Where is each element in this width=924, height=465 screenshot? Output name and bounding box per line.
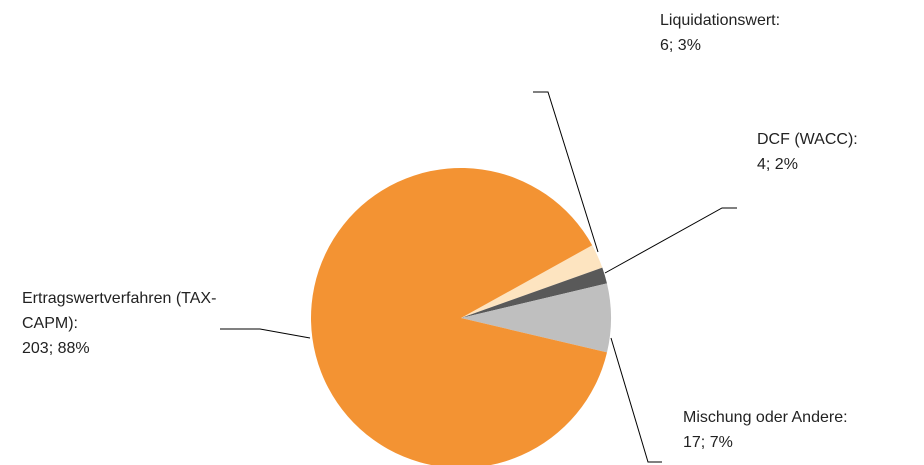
value-label: 17; 7%: [683, 434, 733, 451]
category-label: Ertragswertverfahren (TAX-CAPM):: [22, 290, 217, 332]
value-label: 6; 3%: [660, 37, 701, 54]
leader-line: [220, 328, 311, 339]
pie-slice: [461, 267, 607, 318]
data-label: Mischung oder Andere: 17; 7%: [683, 405, 848, 455]
leader-line: [533, 91, 599, 253]
pie-slice: [311, 168, 607, 465]
leader-line: [604, 207, 737, 274]
pie-slice: [461, 283, 611, 353]
leader-line: [610, 337, 662, 463]
data-label: DCF (WACC): 4; 2%: [757, 127, 858, 177]
data-label: Ertragswertverfahren (TAX-CAPM): 203; 88%: [22, 286, 222, 361]
value-label: 203; 88%: [22, 340, 90, 357]
category-label: DCF (WACC):: [757, 131, 858, 148]
value-label: 4; 2%: [757, 156, 798, 173]
data-label: Liquidationswert: 6; 3%: [660, 8, 780, 58]
pie-slice: [461, 245, 603, 318]
category-label: Liquidationswert:: [660, 12, 781, 29]
category-label: Mischung oder Andere:: [683, 409, 848, 426]
